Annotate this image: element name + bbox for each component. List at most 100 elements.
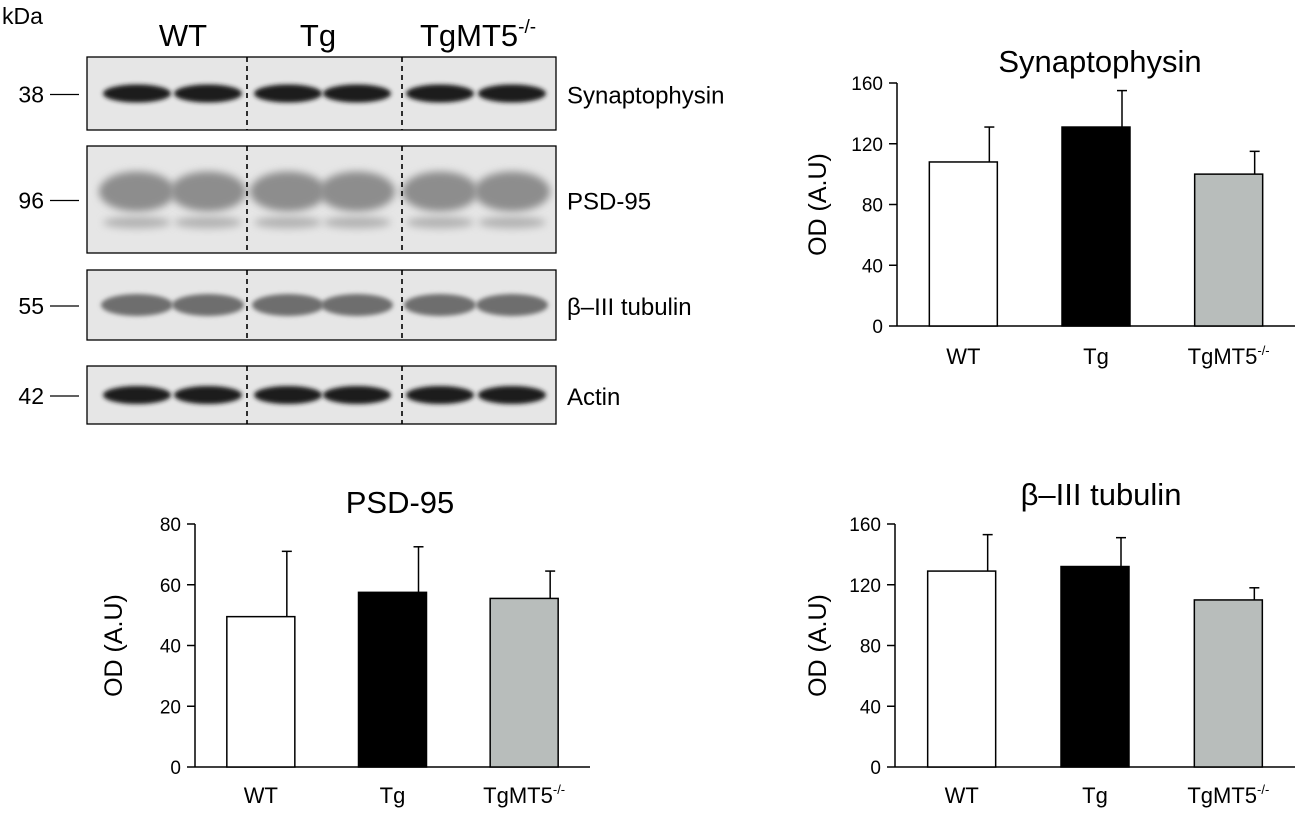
bar-wt [226,615,296,768]
blot-band [321,294,393,316]
blot-band [174,386,242,404]
x-tick-label-wt: WT [946,344,980,369]
x-tick-label-tg: Tg [1082,783,1108,808]
blot-protein-label: PSD-95 [567,189,651,216]
blot-band [323,386,391,404]
kda-marker-label: 42 [18,383,44,409]
blot-panel-actin: 42 Actin [18,365,620,425]
x-tick-label-tgmt5-superscript: -/- [553,782,565,797]
y-tick-label: 0 [870,758,881,779]
x-tick-label-tgmt5: TgMT5-/- [1187,782,1269,808]
blot-band-minor [406,216,474,229]
blot-band [99,171,175,212]
blot-band [103,84,171,103]
y-tick-label: 120 [849,576,881,597]
bar-wt [928,161,999,327]
kda-marker-label: 55 [18,293,44,319]
blot-band [319,171,395,212]
x-tick-label-tgmt5-text: TgMT5 [1188,344,1258,369]
blot-group-label-tgmt5-text: TgMT5 [420,18,518,53]
blot-protein-label: Synaptophysin [567,83,724,110]
y-tick-label: 20 [160,697,181,718]
y-tick-label: 80 [860,637,881,658]
blot-protein-label: Actin [567,384,620,411]
blot-group-label-wt-text: WT [159,18,207,53]
x-tick-label-tg: Tg [1083,344,1109,369]
x-tick-label-tgmt5: TgMT5-/- [1188,343,1270,369]
y-tick-label: 40 [860,697,881,718]
blot-band [402,171,478,212]
blot-group-label-tgmt5-superscript: -/- [518,17,536,38]
y-tick-label: 80 [862,196,883,217]
bar-tgmt5 [1193,599,1264,768]
blot-band [254,84,322,103]
x-tick-label-wt-text: WT [946,344,980,369]
x-tick-label-tgmt5-superscript: -/- [1257,343,1269,358]
kda-marker-label: 96 [18,188,44,214]
blot-band [101,294,173,316]
bar-tg [357,591,428,768]
blot-band [476,294,548,316]
x-tick-label-wt: WT [945,783,979,808]
blot-band [478,84,546,103]
chart-title: Synaptophysin [998,44,1201,79]
blot-group-label-tgmt5: TgMT5-/- [420,17,536,53]
y-tick-label: 60 [160,576,181,597]
x-tick-label-tg-text: Tg [1083,344,1109,369]
x-tick-label-tgmt5-text: TgMT5 [1187,783,1257,808]
bar-tgmt5 [1193,173,1264,327]
chart-title: β–III tubulin [1021,477,1182,512]
blot-band-minor [478,216,546,229]
y-axis-label: OD (A.U) [804,153,832,256]
blot-band-minor [254,216,322,229]
blot-panel-synaptophysin: 38 Synaptophysin [18,56,724,131]
y-tick-label: 0 [872,317,883,338]
bar-tgmt5 [489,597,559,768]
y-tick-label: 40 [862,256,883,277]
x-tick-label-wt-text: WT [945,783,979,808]
blot-band [323,84,391,103]
y-axis-label: OD (A.U) [804,594,832,697]
bar-tg [1060,565,1130,768]
blot-band-minor [323,216,391,229]
x-tick-label-tgmt5: TgMT5-/- [483,782,565,808]
blot-group-labels: WT Tg TgMT5-/- [159,17,536,53]
kda-marker-label: 38 [18,82,44,108]
blot-band [172,294,244,316]
blot-panels: 38 Synaptophysin 96 PSD-95 55 β–III tubulin 42… [18,56,724,425]
x-tick-label-wt: WT [244,783,278,808]
blot-band [252,294,324,316]
bar-tg [1061,126,1131,327]
blot-band-minor [174,216,242,229]
blot-band [474,171,550,212]
x-tick-label-tgmt5-superscript: -/- [1257,782,1269,797]
y-tick-label: 0 [170,758,181,779]
chart-title: PSD-95 [346,485,455,520]
blot-group-label-wt: WT [159,18,207,53]
y-axis-label: OD (A.U) [100,594,128,697]
x-tick-label-wt-text: WT [244,783,278,808]
chart-psd-95: PSD-95 OD (A.U) 0 20 40 60 80 WT Tg TgMT5-/- [100,485,590,808]
blot-band [406,84,474,103]
bar-wt [926,570,997,768]
blot-band-minor [103,216,171,229]
y-tick-label: 40 [160,637,181,658]
blot-band [478,386,546,404]
blot-group-label-tg-text: Tg [300,18,336,53]
blot-protein-label: β–III tubulin [567,294,692,321]
y-tick-label: 160 [849,515,881,536]
blot-group-label-tg: Tg [300,18,336,53]
western-blot: kDa WT Tg TgMT5-/- 38 Synaptophysin 96 PSD-95… [2,3,724,425]
y-tick-label: 80 [160,515,181,536]
blot-band [250,171,326,212]
x-tick-label-tg-text: Tg [380,783,406,808]
blot-band [103,386,171,404]
chart-synaptophysin: Synaptophysin OD (A.U) 0 40 80 120 160 WT Tg TgMT… [804,44,1295,369]
y-tick-label: 120 [851,135,883,156]
blot-band [174,84,242,103]
y-tick-label: 160 [851,74,883,95]
blot-band [170,171,246,212]
blot-band [254,386,322,404]
blot-band [406,386,474,404]
